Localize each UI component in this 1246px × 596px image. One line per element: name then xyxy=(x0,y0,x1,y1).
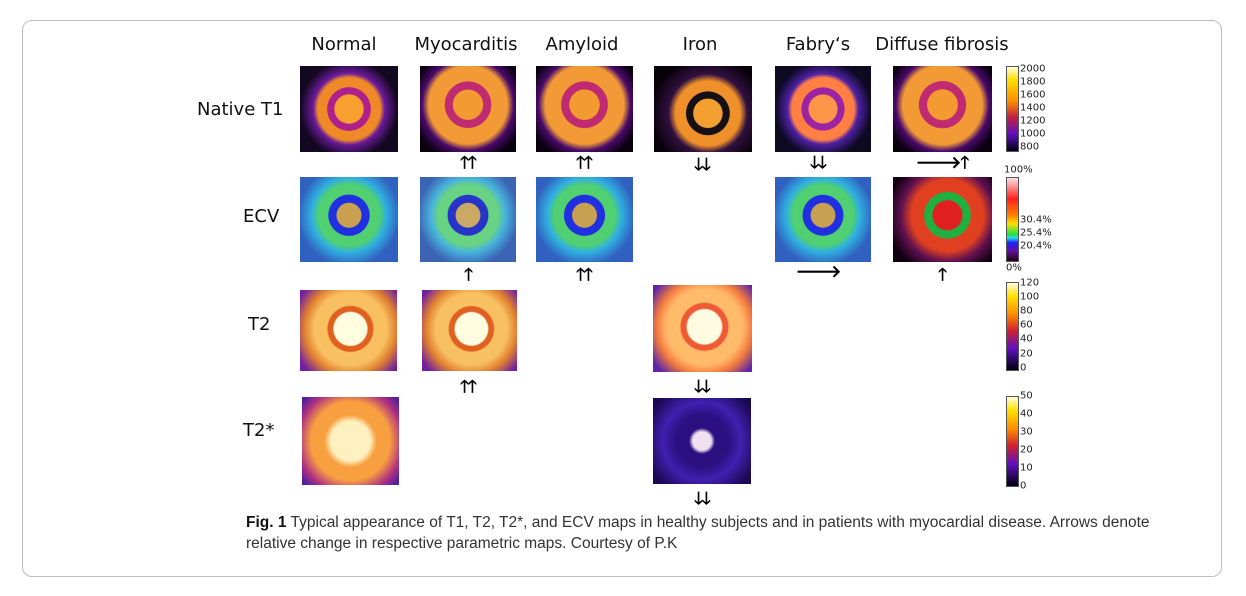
row-label-native-t1: Native T1 xyxy=(197,99,284,120)
map-native-t1-myocarditis xyxy=(420,66,516,152)
tick-label: 1000 xyxy=(1020,128,1046,140)
arrow-t2-iron: 🡓🡓 xyxy=(694,377,711,397)
arrow-ecv-diffuse-fibrosis: 🡑 xyxy=(938,265,947,285)
tick-label: 100% xyxy=(1004,164,1033,176)
map-ecv-diffuse-fibrosis xyxy=(893,177,992,262)
map-native-t1-diffuse-fibrosis xyxy=(893,66,992,152)
arrow-native-t1-fabrys: 🡓🡓 xyxy=(810,153,827,173)
arrow-ecv-myocarditis: 🡑 xyxy=(464,265,473,285)
map-ecv-normal xyxy=(300,177,398,262)
tick-label: 40 xyxy=(1020,408,1033,420)
tick-label: 50 xyxy=(1020,390,1033,402)
map-t2star-iron xyxy=(653,398,751,484)
map-native-t1-normal xyxy=(300,66,398,152)
tick-label: 10 xyxy=(1020,462,1033,474)
colorbar-t2 xyxy=(1006,282,1019,371)
arrow-t2star-iron: 🡓🡓 xyxy=(694,489,711,509)
tick-label: 0% xyxy=(1006,262,1022,274)
map-ecv-fabrys xyxy=(775,177,871,262)
tick-label: 30.4% xyxy=(1020,214,1052,226)
caption-text: Typical appearance of T1, T2, T2*, and E… xyxy=(246,514,1150,552)
column-header-amyloid: Amyloid xyxy=(545,34,619,55)
colorbar-ecv xyxy=(1006,177,1019,262)
arrow-native-t1-amyloid: 🡑🡑 xyxy=(576,153,593,173)
row-label-ecv: ECV xyxy=(243,206,280,227)
tick-label: 0 xyxy=(1020,480,1027,492)
tick-label: 0 xyxy=(1020,362,1027,374)
tick-label: 1600 xyxy=(1020,89,1046,101)
tick-label: 1400 xyxy=(1020,102,1046,114)
arrow-native-t1-iron: 🡓🡓 xyxy=(694,155,711,175)
column-header-diffuse-fibrosis: Diffuse fibrosis xyxy=(875,34,1009,55)
map-ecv-amyloid xyxy=(536,177,633,262)
column-header-myocarditis: Myocarditis xyxy=(414,34,518,55)
column-header-normal: Normal xyxy=(311,34,377,55)
map-t2star-normal xyxy=(302,397,399,485)
arrow-native-t1-diffuse-fibrosis: 🡒🡑 xyxy=(915,153,969,173)
map-t2-normal xyxy=(300,290,397,371)
colorbar-native-t1 xyxy=(1006,66,1019,152)
tick-label: 800 xyxy=(1020,141,1040,153)
colorbar-t2star xyxy=(1006,396,1019,487)
map-native-t1-fabrys xyxy=(775,66,871,152)
map-ecv-myocarditis xyxy=(420,177,516,262)
figure-card xyxy=(22,20,1222,577)
row-label-t2star: T2* xyxy=(243,420,275,441)
figure-caption: Fig. 1 Typical appearance of T1, T2, T2*… xyxy=(246,512,1196,554)
map-native-t1-amyloid xyxy=(536,66,633,152)
tick-label: 40 xyxy=(1020,333,1033,345)
tick-label: 20.4% xyxy=(1020,240,1052,252)
arrow-ecv-amyloid: 🡑🡑 xyxy=(576,265,593,285)
column-header-iron: Iron xyxy=(682,34,718,55)
tick-label: 120 xyxy=(1020,277,1040,289)
tick-label: 2000 xyxy=(1020,63,1046,75)
caption-label: Fig. 1 xyxy=(246,514,287,531)
arrow-t2-myocarditis: 🡑🡑 xyxy=(460,377,477,397)
tick-label: 30 xyxy=(1020,426,1033,438)
tick-label: 20 xyxy=(1020,444,1033,456)
tick-label: 20 xyxy=(1020,348,1033,360)
tick-label: 25.4% xyxy=(1020,227,1052,239)
map-t2-myocarditis xyxy=(422,290,517,371)
tick-label: 1800 xyxy=(1020,76,1046,88)
map-t2-iron xyxy=(653,285,752,372)
arrow-ecv-fabrys: 🡒 xyxy=(795,262,842,282)
tick-label: 1200 xyxy=(1020,115,1046,127)
column-header-fabrys: Fabry‘s xyxy=(785,34,851,55)
map-native-t1-iron xyxy=(654,66,752,152)
arrow-native-t1-myocarditis: 🡑🡑 xyxy=(460,153,477,173)
tick-label: 80 xyxy=(1020,305,1033,317)
row-label-t2: T2 xyxy=(248,314,271,335)
tick-label: 60 xyxy=(1020,319,1033,331)
tick-label: 100 xyxy=(1020,291,1040,303)
